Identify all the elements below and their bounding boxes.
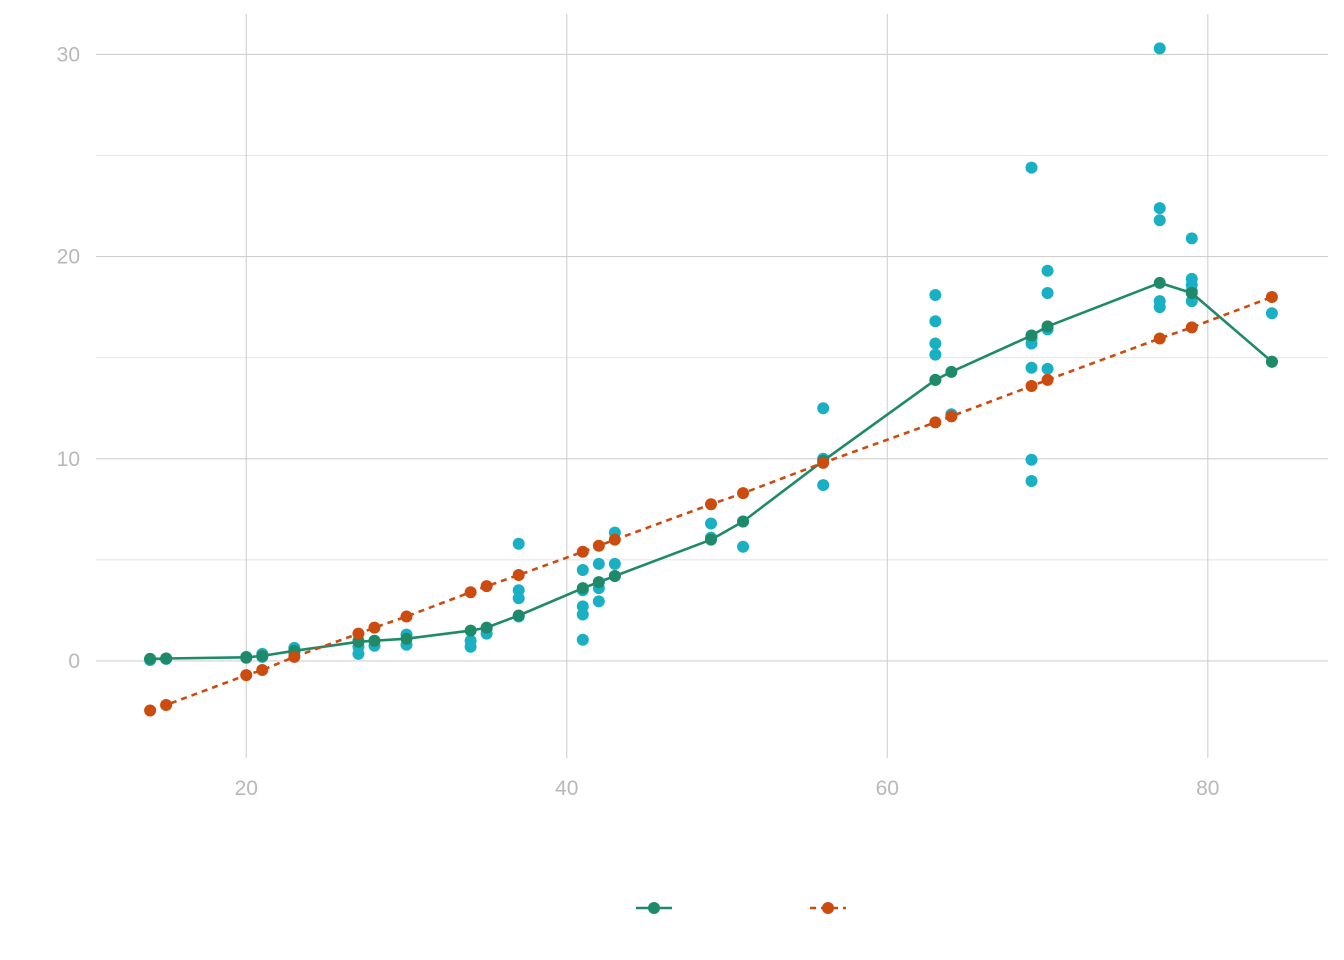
series-line-1 [150,281,1273,661]
series-marker-1 [256,649,269,662]
series-marker-2 [144,704,157,717]
data-point [592,557,605,570]
series-marker-1 [1041,320,1054,333]
series-marker-2 [400,610,413,623]
data-point [1041,264,1054,277]
legend [636,902,846,914]
series-marker-1 [737,515,750,528]
data-point [1025,453,1038,466]
series-marker-1 [945,365,958,378]
data-point [817,479,830,492]
y-axis-ticks: 0 10 20 30 [57,43,80,673]
legend-key-marker-1 [648,902,660,914]
series-marker-1 [1153,276,1166,289]
series-marker-2 [1153,332,1166,345]
series-marker-2 [576,545,589,558]
series-marker-2 [352,627,365,640]
series-marker-2 [480,580,493,593]
series-marker-1 [929,373,942,386]
series-marker-2 [1185,321,1198,334]
data-point [576,563,589,576]
series-marker-1 [240,651,253,664]
series-marker-1 [400,632,413,645]
series-marker-1 [160,652,173,665]
series-marker-1 [1025,329,1038,342]
series-marker-1 [705,533,718,546]
x-tick-label: 80 [1196,777,1219,800]
data-point [1025,361,1038,374]
series-marker-2 [368,621,381,634]
series-lines [149,281,1273,712]
series-marker-2 [1041,373,1054,386]
series-marker-1 [592,576,605,589]
y-tick-label: 0 [68,650,80,673]
data-point [929,337,942,350]
legend-key-marker-2 [822,902,834,914]
data-point [817,402,830,415]
data-point [929,315,942,328]
data-point [1153,42,1166,55]
data-point [512,592,525,605]
series-marker-2 [817,456,830,469]
data-point [1153,202,1166,215]
data-point [464,634,477,647]
series-marker-1 [144,652,157,665]
series-marker-2 [737,487,750,500]
x-tick-label: 20 [235,777,258,800]
series-marker-2 [705,498,718,511]
data-point [1025,161,1038,174]
data-point [576,633,589,646]
data-point [1041,287,1054,299]
data-point [592,595,605,608]
series-marker-2 [256,664,269,677]
data-point [608,557,621,570]
data-point [576,608,589,621]
data-point [512,537,525,550]
series-marker-2 [464,586,477,599]
series-marker-1 [368,634,381,647]
series-marker-1 [576,582,589,595]
x-tick-label: 60 [876,777,899,800]
x-axis-ticks: 20 40 60 80 [235,777,1220,800]
data-point [1153,214,1166,227]
data-point [1265,307,1278,320]
data-point [705,517,718,530]
series-marker-2 [512,569,525,582]
series-marker-1 [1185,287,1198,299]
series-marker-2 [929,416,942,429]
series-marker-2 [288,650,301,663]
data-point [929,289,942,302]
series-marker-2 [945,410,958,423]
series-marker-2 [1025,380,1038,392]
y-tick-label: 20 [57,246,80,269]
data-point [1025,475,1038,488]
series-marker-2 [592,539,605,552]
series-marker-1 [480,621,493,634]
series-markers [144,276,1278,717]
data-point [737,540,750,553]
series-marker-2 [1265,291,1278,304]
series-marker-1 [464,624,477,637]
series-marker-2 [240,669,253,682]
y-tick-label: 10 [57,448,80,471]
series-marker-2 [608,533,621,546]
series-marker-2 [160,699,173,712]
data-points [144,42,1278,666]
data-point [1041,362,1054,375]
x-tick-label: 40 [555,777,578,800]
series-marker-1 [608,570,621,583]
data-point [929,348,942,361]
series-marker-1 [512,609,525,622]
y-tick-label: 30 [57,43,80,66]
series-marker-1 [1265,355,1278,368]
data-point [1153,301,1166,314]
data-point [1185,232,1198,245]
grid [96,14,1328,758]
